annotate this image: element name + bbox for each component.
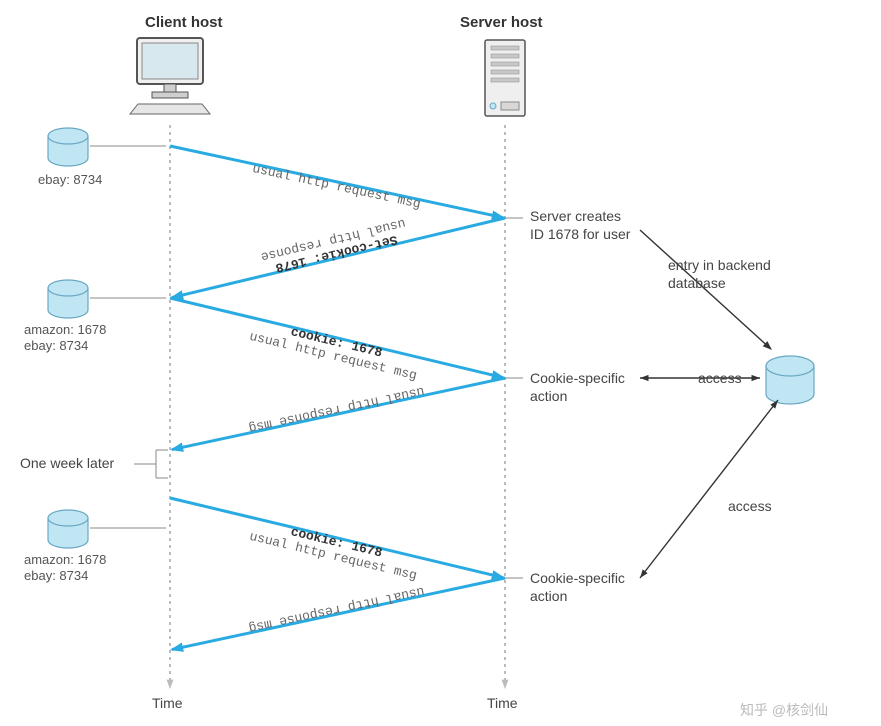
diagram-canvas: Client host Server host usual http reque… [0, 0, 881, 726]
diagram-svg: usual http request msg usual http respons… [0, 0, 881, 726]
time-label-client: Time [152, 695, 183, 711]
client-db-label-2: amazon: 1678ebay: 8734 [24, 552, 106, 585]
svg-text:usual http request msg: usual http request msg [251, 161, 422, 212]
time-label-server: Time [487, 695, 518, 711]
backend-access1-label: access [698, 370, 742, 388]
client-db-label-0: ebay: 8734 [38, 172, 102, 188]
server-annot-2: Cookie-specificaction [530, 570, 625, 605]
watermark: 知乎 @核剑仙 [740, 700, 828, 720]
backend-access2-label: access [728, 498, 772, 516]
backend-entry-label: entry in backenddatabase [668, 257, 771, 292]
server-annot-1: Cookie-specificaction [530, 370, 625, 405]
client-db-label-1: amazon: 1678ebay: 8734 [24, 322, 106, 355]
svg-text:usual http response msg: usual http response msg [247, 583, 426, 635]
server-annot-0: Server createsID 1678 for user [530, 208, 630, 243]
week-later-label: One week later [20, 455, 114, 471]
svg-text:usual http response msg: usual http response msg [247, 383, 426, 435]
